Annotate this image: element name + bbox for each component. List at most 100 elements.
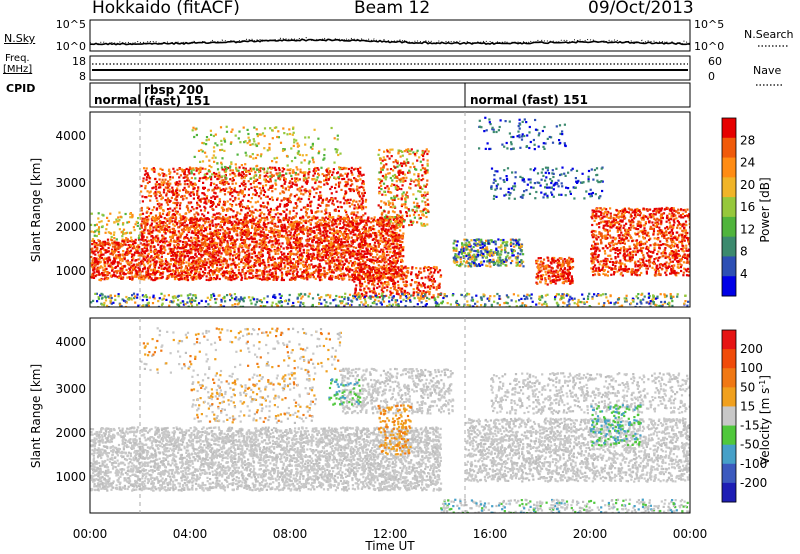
- power-echo: [360, 240, 363, 243]
- power-echo: [309, 222, 312, 225]
- power-echo: [148, 191, 151, 194]
- power-echo: [164, 221, 167, 224]
- power-echo: [331, 274, 334, 278]
- power-echo: [357, 170, 360, 173]
- power-echo: [160, 276, 163, 280]
- power-echo: [381, 240, 384, 244]
- power-echo: [216, 269, 219, 272]
- power-echo: [153, 238, 156, 241]
- power-echo: [333, 237, 336, 240]
- power-echo: [191, 216, 194, 219]
- power-echo: [300, 259, 303, 262]
- power-echo: [199, 267, 202, 270]
- power-echo: [105, 242, 108, 245]
- power-echo: [317, 266, 320, 269]
- power-echo: [317, 264, 320, 267]
- power-echo: [304, 261, 307, 264]
- power-echo: [316, 251, 319, 254]
- power-echo: [124, 272, 127, 276]
- power-echo: [216, 250, 219, 253]
- power-echo: [277, 263, 280, 266]
- power-echo: [108, 256, 111, 259]
- power-echo: [169, 263, 172, 266]
- power-echo: [309, 218, 312, 222]
- power-echo: [299, 226, 303, 229]
- power-echo: [326, 229, 329, 233]
- power-echo: [337, 239, 340, 242]
- power-echo: [380, 227, 383, 230]
- power-echo: [273, 277, 277, 280]
- power-echo: [233, 249, 236, 252]
- power-echo: [176, 168, 179, 171]
- power-echo: [392, 217, 395, 220]
- power-echo: [230, 235, 234, 238]
- power-echo: [284, 229, 287, 232]
- power-echo: [300, 252, 303, 255]
- power-echo: [233, 254, 236, 257]
- power-echo: [250, 269, 253, 272]
- power-echo: [287, 238, 290, 241]
- power-echo: [226, 243, 229, 246]
- power-echo: [263, 225, 266, 228]
- power-echo: [320, 259, 323, 262]
- power-echo: [297, 233, 300, 236]
- power-echo: [116, 264, 119, 268]
- power-echo: [254, 255, 257, 258]
- power-echo: [136, 245, 139, 248]
- power-echo: [218, 251, 221, 254]
- power-echo: [242, 249, 245, 252]
- power-echo: [258, 227, 261, 231]
- power-echo: [218, 181, 222, 184]
- power-echo: [356, 185, 359, 188]
- power-echo: [393, 247, 396, 250]
- power-echo: [252, 265, 255, 269]
- power-echo: [367, 236, 371, 239]
- cpid-segment-2-line2: (fast) 151: [144, 94, 210, 108]
- power-echo: [203, 201, 206, 204]
- power-echo: [298, 256, 301, 259]
- power-echo: [389, 230, 392, 233]
- power-echo: [289, 251, 292, 254]
- power-echo: [173, 239, 176, 242]
- power-echo: [105, 257, 108, 261]
- power-echo: [244, 251, 247, 254]
- power-echo: [185, 278, 188, 281]
- power-echo: [233, 278, 236, 281]
- power-echo: [211, 254, 214, 257]
- power-echo: [374, 249, 377, 252]
- power-echo: [362, 226, 366, 229]
- power-echo: [302, 275, 305, 278]
- power-echo: [200, 259, 204, 262]
- power-echo: [264, 241, 267, 244]
- power-echo: [325, 236, 328, 239]
- power-echo: [327, 242, 331, 245]
- power-echo: [276, 205, 279, 208]
- power-echo: [172, 253, 175, 256]
- power-echo: [291, 272, 294, 275]
- power-echo: [155, 253, 158, 256]
- power-echo: [138, 277, 141, 280]
- power-echo: [197, 262, 200, 265]
- power-echo: [108, 263, 112, 266]
- power-echo: [382, 264, 385, 267]
- power-echo: [161, 250, 164, 253]
- power-echo: [358, 243, 361, 246]
- power-echo: [294, 278, 297, 281]
- power-echo: [195, 245, 198, 248]
- power-echo: [187, 230, 190, 234]
- power-echo: [92, 239, 96, 243]
- power-echo: [359, 235, 362, 238]
- power-echo: [299, 168, 302, 171]
- power-echo: [143, 255, 147, 258]
- power-echo: [209, 252, 212, 255]
- power-echo: [213, 233, 216, 237]
- power-echo: [398, 225, 401, 228]
- power-echo: [321, 239, 324, 242]
- power-echo: [370, 271, 373, 274]
- power-echo: [324, 254, 327, 257]
- power-echo: [222, 232, 225, 235]
- power-echo: [149, 260, 152, 263]
- power-echo: [182, 258, 186, 261]
- power-echo: [206, 232, 209, 235]
- power-echo: [328, 262, 331, 266]
